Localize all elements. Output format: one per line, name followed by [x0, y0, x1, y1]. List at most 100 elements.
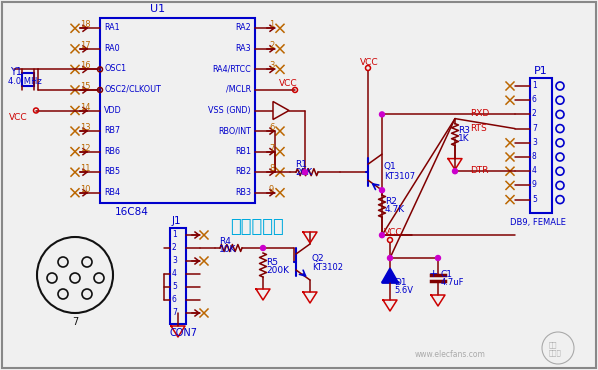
Text: R3: R3: [458, 125, 470, 135]
Text: 1: 1: [532, 81, 537, 90]
Text: 5.6V: 5.6V: [394, 286, 413, 295]
Text: 7: 7: [72, 317, 78, 327]
Text: 16C84: 16C84: [115, 207, 149, 217]
Circle shape: [435, 256, 441, 260]
Circle shape: [388, 256, 392, 260]
Text: 2: 2: [532, 110, 537, 118]
Text: 200K: 200K: [266, 266, 289, 275]
Text: 16: 16: [80, 61, 91, 70]
Text: RB5: RB5: [104, 167, 120, 176]
Text: R4: R4: [219, 237, 231, 246]
Text: 电子: 电子: [549, 341, 557, 347]
Text: 7: 7: [172, 308, 177, 317]
Text: 9: 9: [532, 181, 537, 189]
Text: 18: 18: [80, 20, 91, 29]
Text: R1: R1: [295, 160, 307, 169]
Text: Q2: Q2: [312, 254, 325, 263]
Text: RB2: RB2: [235, 167, 251, 176]
Text: 13: 13: [80, 123, 91, 132]
Text: 发烧友: 发烧友: [549, 349, 562, 356]
Text: 4: 4: [172, 269, 177, 278]
Text: CON7: CON7: [170, 328, 198, 338]
Text: DTR: DTR: [470, 166, 489, 175]
Text: 7: 7: [269, 144, 274, 152]
Text: VSS (GND): VSS (GND): [208, 105, 251, 114]
Text: Q1: Q1: [384, 162, 396, 171]
Text: RB7: RB7: [104, 126, 120, 135]
Text: RA2: RA2: [235, 23, 251, 32]
Text: 15: 15: [80, 82, 90, 91]
Text: 4.7uF: 4.7uF: [441, 278, 465, 287]
Polygon shape: [382, 268, 398, 282]
Text: KT3107: KT3107: [384, 172, 415, 181]
Text: VCC: VCC: [10, 112, 28, 121]
Circle shape: [380, 233, 385, 238]
Circle shape: [453, 169, 457, 174]
Text: 1K: 1K: [458, 134, 469, 142]
Text: 12: 12: [80, 144, 90, 152]
Bar: [530, 78, 552, 213]
Text: RB1: RB1: [235, 147, 251, 156]
Text: 17: 17: [80, 41, 91, 50]
Text: 3: 3: [172, 256, 177, 265]
Text: 14: 14: [80, 102, 90, 111]
Text: 1: 1: [172, 230, 177, 239]
Text: 3: 3: [532, 138, 537, 147]
Text: RA3: RA3: [236, 44, 251, 53]
Text: RB4: RB4: [104, 188, 120, 197]
Text: RBO/INT: RBO/INT: [218, 126, 251, 135]
Circle shape: [261, 246, 266, 250]
Polygon shape: [273, 101, 289, 120]
Text: 7: 7: [532, 124, 537, 132]
Text: R5: R5: [266, 258, 278, 267]
Bar: [100, 18, 255, 203]
Text: RXD: RXD: [470, 110, 489, 118]
Text: VCC: VCC: [279, 79, 297, 88]
Text: 8: 8: [269, 164, 274, 173]
Text: RB6: RB6: [104, 147, 120, 156]
Text: 10K: 10K: [219, 245, 236, 254]
Text: 2: 2: [172, 243, 177, 252]
Text: P1: P1: [534, 66, 548, 76]
Text: RTS: RTS: [470, 124, 487, 132]
Text: RB3: RB3: [235, 188, 251, 197]
Bar: [22, 73, 34, 86]
Text: D1: D1: [394, 278, 407, 287]
Text: 4.7K: 4.7K: [385, 205, 405, 214]
Text: C1: C1: [441, 270, 453, 279]
Text: VCC: VCC: [360, 58, 379, 67]
Text: 6: 6: [172, 295, 177, 304]
Text: RA0: RA0: [104, 44, 120, 53]
Text: 4: 4: [532, 166, 537, 175]
Text: 5: 5: [172, 282, 177, 291]
Text: OSC2/CLKOUT: OSC2/CLKOUT: [104, 85, 161, 94]
Text: /MCLR: /MCLR: [226, 85, 251, 94]
Text: KT3102: KT3102: [312, 263, 343, 272]
Text: OSC1: OSC1: [104, 64, 126, 73]
Text: U1: U1: [150, 4, 165, 14]
Text: RA4/RTCC: RA4/RTCC: [212, 64, 251, 73]
Text: 9: 9: [269, 185, 274, 194]
Text: 3: 3: [269, 61, 274, 70]
Text: RA1: RA1: [104, 23, 120, 32]
Text: VCC: VCC: [384, 228, 402, 237]
Text: Y1: Y1: [10, 67, 22, 77]
Circle shape: [380, 112, 385, 117]
Circle shape: [303, 170, 307, 175]
Text: 11: 11: [80, 164, 90, 173]
Text: 电子发烧友: 电子发烧友: [230, 218, 283, 236]
Text: 10: 10: [80, 185, 90, 194]
Bar: [170, 228, 186, 324]
Text: 8: 8: [532, 152, 537, 161]
Text: www.elecfans.com: www.elecfans.com: [415, 350, 486, 359]
Text: 1: 1: [269, 20, 274, 29]
Circle shape: [380, 188, 385, 193]
Text: 5: 5: [532, 195, 537, 204]
Text: 4.0 MHz: 4.0 MHz: [8, 77, 42, 86]
Text: 2: 2: [269, 41, 274, 50]
Text: J1: J1: [172, 216, 182, 226]
Text: R2: R2: [385, 197, 397, 206]
Text: 20K: 20K: [295, 168, 312, 177]
Text: 6: 6: [269, 123, 274, 132]
Text: +: +: [429, 269, 438, 279]
